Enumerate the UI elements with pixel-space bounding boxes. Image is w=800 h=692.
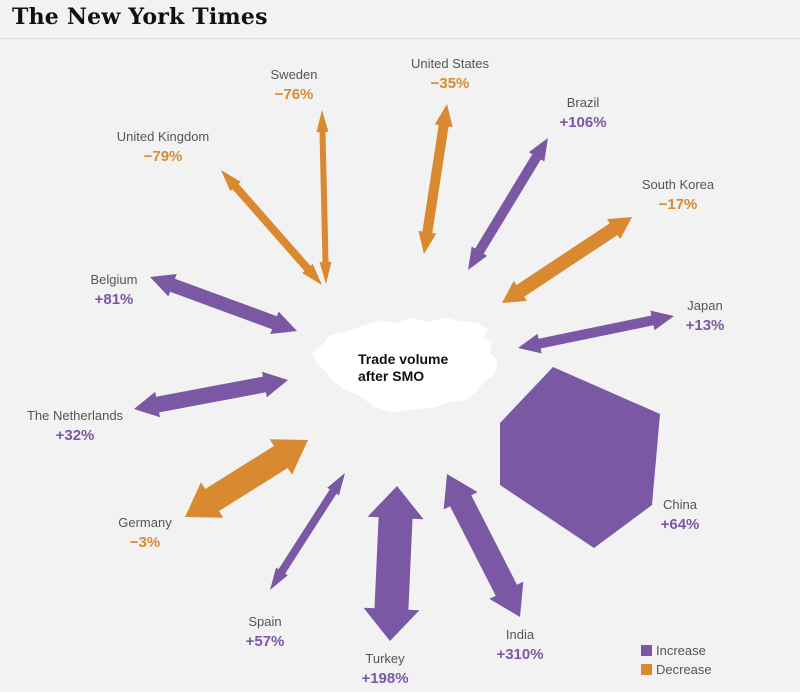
country-value: −35% [430, 75, 470, 92]
label-south-korea: South Korea −17% [642, 175, 714, 215]
legend: Increase Decrease [641, 641, 712, 679]
legend-increase-label: Increase [656, 643, 706, 658]
country-name: South Korea [641, 177, 715, 192]
masthead-logo: The New York Times [12, 4, 268, 30]
arrow-the-netherlands [134, 371, 288, 418]
label-china: China +64% [661, 495, 700, 535]
arrow-japan [518, 310, 674, 354]
arrow-spain [270, 473, 345, 590]
country-value: +198% [361, 670, 409, 687]
increase-swatch [641, 645, 652, 656]
arrow-united-kingdom [221, 170, 322, 285]
country-name: India [505, 627, 535, 642]
arrow-belgium [150, 274, 297, 334]
arrow-united-states [418, 104, 453, 254]
center-label-line2: after SMO [358, 368, 425, 384]
center-label: Trade volume after SMO [358, 351, 468, 385]
country-value: −3% [129, 534, 161, 551]
country-name: Brazil [566, 95, 600, 110]
country-value: +64% [660, 516, 700, 533]
arrow-germany [185, 439, 308, 518]
label-united-kingdom: United Kingdom −79% [117, 127, 210, 167]
country-name: United Kingdom [116, 129, 210, 144]
country-value: +13% [685, 317, 725, 334]
country-value: +106% [559, 114, 607, 131]
legend-decrease-label: Decrease [656, 662, 712, 677]
label-germany: Germany −3% [118, 513, 171, 553]
country-name: Belgium [90, 272, 138, 287]
center-label-line1: Trade volume [358, 351, 449, 367]
arrow-india [443, 474, 524, 617]
country-value: −79% [143, 148, 183, 165]
arrow-china [500, 367, 660, 548]
country-name: The Netherlands [26, 408, 124, 423]
arrow-brazil [468, 138, 548, 270]
label-sweden: Sweden −76% [271, 65, 318, 105]
label-brazil: Brazil +106% [559, 93, 606, 133]
country-name: China [663, 497, 697, 512]
label-spain: Spain +57% [246, 612, 285, 652]
label-the-netherlands: The Netherlands +32% [27, 406, 123, 446]
country-name: United States [410, 56, 490, 71]
legend-item-decrease: Decrease [641, 660, 712, 679]
header-divider [0, 38, 800, 39]
country-value: +310% [496, 646, 544, 663]
country-name: Sweden [270, 67, 318, 82]
legend-item-increase: Increase [641, 641, 712, 660]
label-japan: Japan +13% [686, 296, 725, 336]
russia-map-shape [312, 318, 498, 412]
arrow-south-korea [502, 217, 632, 303]
label-turkey: Turkey +198% [361, 649, 408, 689]
label-belgium: Belgium +81% [91, 270, 138, 310]
country-value: +57% [245, 633, 285, 650]
country-value: −17% [658, 196, 698, 213]
label-india: India +310% [496, 625, 543, 665]
country-value: +32% [55, 427, 95, 444]
decrease-swatch [641, 664, 652, 675]
country-name: Japan [687, 298, 723, 313]
country-name: Turkey [365, 651, 405, 666]
arrow-sweden [316, 110, 332, 284]
country-name: Spain [248, 614, 282, 629]
label-united-states: United States −35% [411, 54, 489, 94]
country-name: Germany [118, 515, 172, 530]
country-value: +81% [94, 291, 134, 308]
arrow-turkey [363, 486, 424, 641]
country-value: −76% [274, 86, 314, 103]
